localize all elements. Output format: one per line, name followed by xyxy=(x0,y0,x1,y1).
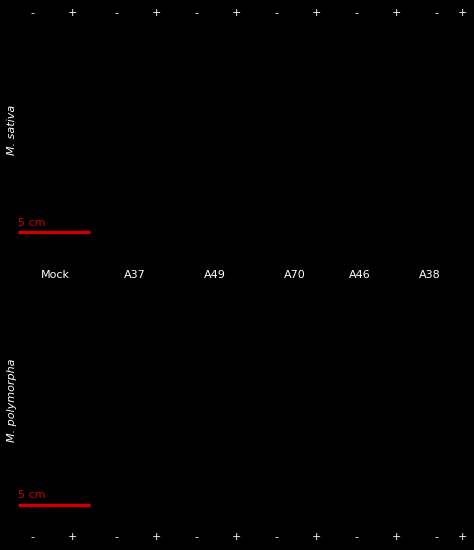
Text: +: + xyxy=(311,532,321,542)
Text: 5 cm: 5 cm xyxy=(18,490,46,500)
Text: -: - xyxy=(354,532,358,542)
Text: +: + xyxy=(392,532,401,542)
Text: M. sativa: M. sativa xyxy=(7,105,17,155)
Text: A49: A49 xyxy=(204,270,226,280)
Text: M. polymorpha: M. polymorpha xyxy=(7,358,17,442)
Text: -: - xyxy=(274,8,278,18)
Text: A70: A70 xyxy=(284,270,306,280)
Text: A37: A37 xyxy=(124,270,146,280)
Text: +: + xyxy=(392,8,401,18)
Text: Mock: Mock xyxy=(40,270,70,280)
Text: -: - xyxy=(194,8,198,18)
Text: +: + xyxy=(457,532,467,542)
Text: +: + xyxy=(67,532,77,542)
Text: +: + xyxy=(67,8,77,18)
Text: +: + xyxy=(231,532,241,542)
Text: A46: A46 xyxy=(349,270,371,280)
Text: -: - xyxy=(194,532,198,542)
Text: +: + xyxy=(151,532,161,542)
Text: +: + xyxy=(311,8,321,18)
Text: -: - xyxy=(434,532,438,542)
Text: -: - xyxy=(274,532,278,542)
Text: +: + xyxy=(457,8,467,18)
Text: -: - xyxy=(114,8,118,18)
Text: -: - xyxy=(114,532,118,542)
Text: A38: A38 xyxy=(419,270,441,280)
Text: -: - xyxy=(30,532,34,542)
Text: -: - xyxy=(434,8,438,18)
Text: +: + xyxy=(151,8,161,18)
Text: -: - xyxy=(30,8,34,18)
Text: -: - xyxy=(354,8,358,18)
Text: 5 cm: 5 cm xyxy=(18,218,46,228)
Text: +: + xyxy=(231,8,241,18)
